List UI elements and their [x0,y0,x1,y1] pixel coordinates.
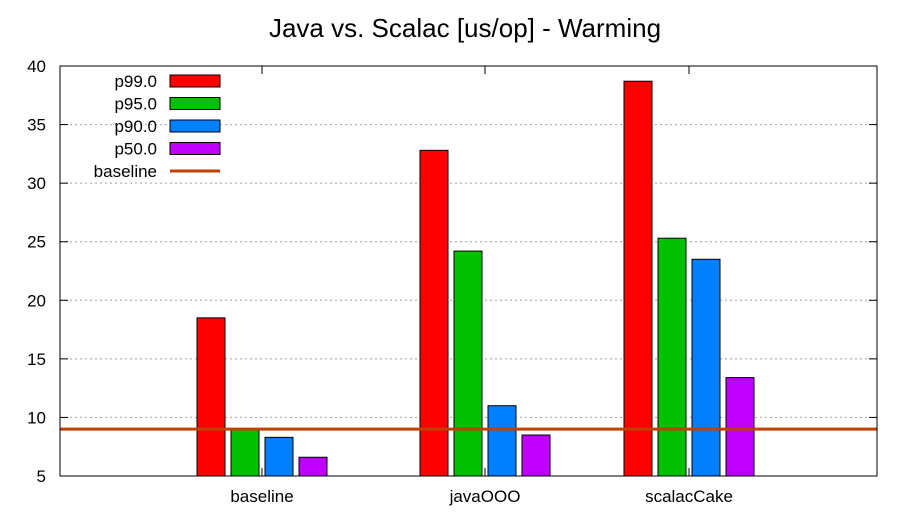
chart-title: Java vs. Scalac [us/op] - Warming [269,13,661,43]
legend-label: p99.0 [114,72,157,91]
bar-p95-0-baseline [230,428,260,477]
legend-label: p95.0 [114,95,157,114]
bar-p90-0-scalacCake [691,258,721,477]
bar-p50-0-scalacCake [725,377,755,477]
bar-p90-0-javaOOO [487,405,517,477]
y-tick-label: 40 [27,57,46,76]
bar-p99-0-scalacCake [623,80,653,477]
y-axis: 5 10 15 20 25 30 35 40 [27,57,877,486]
bar-p99-0-javaOOO [419,149,449,477]
bars [196,80,755,477]
bar-p50-0-javaOOO [521,434,551,477]
bar-p99-0-baseline [196,317,226,477]
bar-p50-0-baseline [298,456,328,477]
x-tick-label: scalacCake [645,487,733,506]
legend-swatch [169,119,221,133]
x-tick-label: baseline [230,487,293,506]
y-tick-label: 10 [27,408,46,427]
x-axis: baseline javaOOO scalacCake [230,66,733,506]
bar-p90-0-baseline [264,436,294,477]
y-tick-label: 5 [37,467,46,486]
y-tick-label: 25 [27,233,46,252]
x-tick-label: javaOOO [449,487,521,506]
legend-swatch [169,142,221,155]
legend: p99.0 p95.0 p90.0 p50.0 baseline [94,72,221,181]
legend-label: p50.0 [114,140,157,159]
legend-label: p90.0 [114,117,157,136]
y-tick-label: 35 [27,116,46,135]
legend-label: baseline [94,162,157,181]
legend-swatch [169,74,221,88]
legend-swatch [169,97,221,110]
plot-frame [59,65,878,477]
y-tick-label: 30 [27,174,46,193]
bar-p95-0-javaOOO [453,250,483,477]
bar-p95-0-scalacCake [657,237,687,477]
y-tick-label: 20 [27,291,46,310]
y-tick-label: 15 [27,350,46,369]
